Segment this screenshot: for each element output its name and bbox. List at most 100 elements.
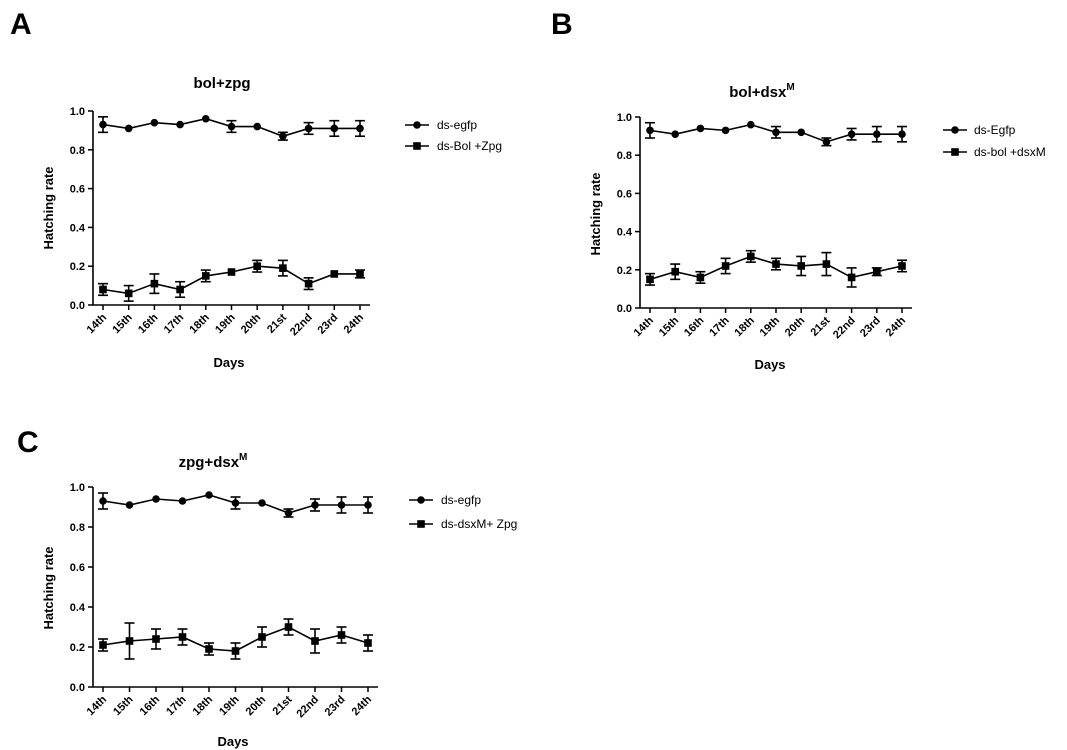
y-tick-label: 0.2 xyxy=(70,642,85,654)
legend-entry-2: ds-bol +dsxM xyxy=(974,145,1046,159)
y-tick-label: 0.6 xyxy=(617,188,632,200)
data-point-circle xyxy=(125,501,134,509)
data-point-square xyxy=(99,641,107,649)
x-tick-label: 23rd xyxy=(315,312,340,337)
data-point-square xyxy=(356,270,364,278)
data-point-circle xyxy=(330,124,339,133)
data-point-square xyxy=(99,285,107,294)
data-point-square xyxy=(284,623,293,631)
data-point-circle xyxy=(227,122,236,131)
y-axis-label: Hatching rate xyxy=(41,546,56,629)
y-tick-label: 0.8 xyxy=(70,145,85,157)
legend: ds-egfp ds-Bol +Zpg xyxy=(405,118,502,153)
x-tick-label: 18th xyxy=(191,693,216,718)
y-tick-label: 0.8 xyxy=(617,150,632,162)
plot-area: 0.0 0.2 0.4 0.6 0.8 1.0 14th 15th 16th 17th 18th 19… xyxy=(70,482,378,720)
x-tick-label: 17th xyxy=(162,311,187,336)
data-point-circle xyxy=(671,130,679,138)
x-tick-label: 19th xyxy=(213,311,238,336)
data-point-circle xyxy=(178,497,187,505)
data-point-square xyxy=(258,633,266,641)
x-axis-label: Days xyxy=(217,734,248,749)
data-point-square xyxy=(152,635,160,643)
legend-entry-2: ds-dsxM+ Zpg xyxy=(441,517,517,531)
data-point-circle xyxy=(797,128,805,137)
y-axis-label: Hatching rate xyxy=(588,172,603,255)
y-tick-label: 0.6 xyxy=(70,562,85,574)
y-tick-label: 1.0 xyxy=(70,106,85,118)
data-point-square xyxy=(772,260,780,268)
x-axis-label: Days xyxy=(213,355,244,370)
x-tick-label: 17th xyxy=(164,693,189,718)
data-point-circle xyxy=(847,130,856,138)
y-tick-label: 0.4 xyxy=(70,222,86,234)
x-tick-label: 14th xyxy=(632,314,657,339)
data-point-circle xyxy=(258,499,266,507)
data-point-circle xyxy=(337,501,346,509)
x-tick-label: 19th xyxy=(758,314,783,339)
y-tick-label: 0.8 xyxy=(70,522,85,534)
data-point-square xyxy=(696,273,705,282)
data-point-square xyxy=(231,647,240,655)
data-point-circle xyxy=(202,114,210,123)
data-point-circle xyxy=(279,132,287,141)
data-point-circle xyxy=(304,124,313,133)
data-point-square xyxy=(898,262,906,270)
chart-panel-b: bol+dsxM Hatching rate Days 0.0 0.2 0.4 0.6… xyxy=(588,82,1046,372)
data-point-circle xyxy=(772,128,780,137)
chart-title: bol+dsxM xyxy=(729,82,794,101)
x-tick-label: 14th xyxy=(85,693,110,718)
x-tick-label: 15th xyxy=(111,693,136,718)
data-point-square xyxy=(721,262,730,270)
legend-entry-1: ds-egfp xyxy=(441,493,481,507)
y-tick-label: 1.0 xyxy=(70,482,85,494)
chart-title: bol+zpg xyxy=(193,75,250,92)
legend-marker-circle xyxy=(951,126,959,134)
data-point-square xyxy=(125,637,134,645)
y-tick-label: 0.2 xyxy=(70,261,85,273)
data-point-square xyxy=(364,639,372,647)
data-point-circle xyxy=(364,501,372,509)
data-point-square xyxy=(178,633,187,641)
data-point-square xyxy=(747,252,755,261)
x-tick-label: 24th xyxy=(350,693,375,718)
data-point-circle xyxy=(150,118,159,127)
plot-area: 0.0 0.2 0.4 0.6 0.8 1.0 14th 15th 16th 17th 18th 19… xyxy=(617,112,912,341)
data-point-circle xyxy=(873,130,881,138)
data-point-square xyxy=(337,631,346,639)
x-tick-label: 16th xyxy=(682,314,707,339)
legend: ds-Egfp ds-bol +dsxM xyxy=(943,123,1046,159)
data-point-square xyxy=(279,264,287,272)
data-point-circle xyxy=(898,130,906,138)
legend-marker-square xyxy=(417,520,425,528)
legend-marker-square xyxy=(413,142,421,150)
data-point-square xyxy=(847,273,856,282)
data-point-circle xyxy=(253,122,261,131)
y-tick-label: 0.2 xyxy=(617,265,632,277)
x-tick-label: 23rd xyxy=(323,694,348,719)
y-tick-label: 0.4 xyxy=(617,227,633,239)
chart-panel-a: bol+zpg Hatching rate Days 0.00.20.40.60… xyxy=(41,75,502,370)
legend: ds-egfp ds-dsxM+ Zpg xyxy=(409,493,517,531)
panel-b-letter: B xyxy=(551,8,573,41)
data-point-circle xyxy=(696,124,705,133)
data-point-circle xyxy=(747,120,755,129)
data-point-circle xyxy=(99,120,107,129)
y-tick-label: 1.0 xyxy=(617,112,632,124)
x-tick-label: 20th xyxy=(783,314,808,339)
legend-marker-square xyxy=(951,148,959,156)
x-tick-label: 19th xyxy=(217,693,242,718)
panel-c-letter: C xyxy=(17,426,39,459)
x-tick-label: 20th xyxy=(244,693,269,718)
data-point-circle xyxy=(356,124,364,133)
data-point-circle xyxy=(205,491,213,499)
y-tick-label: 0.6 xyxy=(70,184,85,196)
x-tick-label: 22nd xyxy=(288,312,315,339)
y-tick-label: 0.0 xyxy=(617,303,632,315)
legend-marker-circle xyxy=(417,496,425,504)
data-point-square xyxy=(304,279,313,288)
legend-entry-2: ds-Bol +Zpg xyxy=(437,139,502,153)
data-point-circle xyxy=(284,509,293,517)
plot-area: 0.0 0.2 0.4 0.6 0.8 1.0 14th 15th 16th 17th 18th 19… xyxy=(70,106,370,338)
x-tick-label: 15th xyxy=(110,311,135,336)
